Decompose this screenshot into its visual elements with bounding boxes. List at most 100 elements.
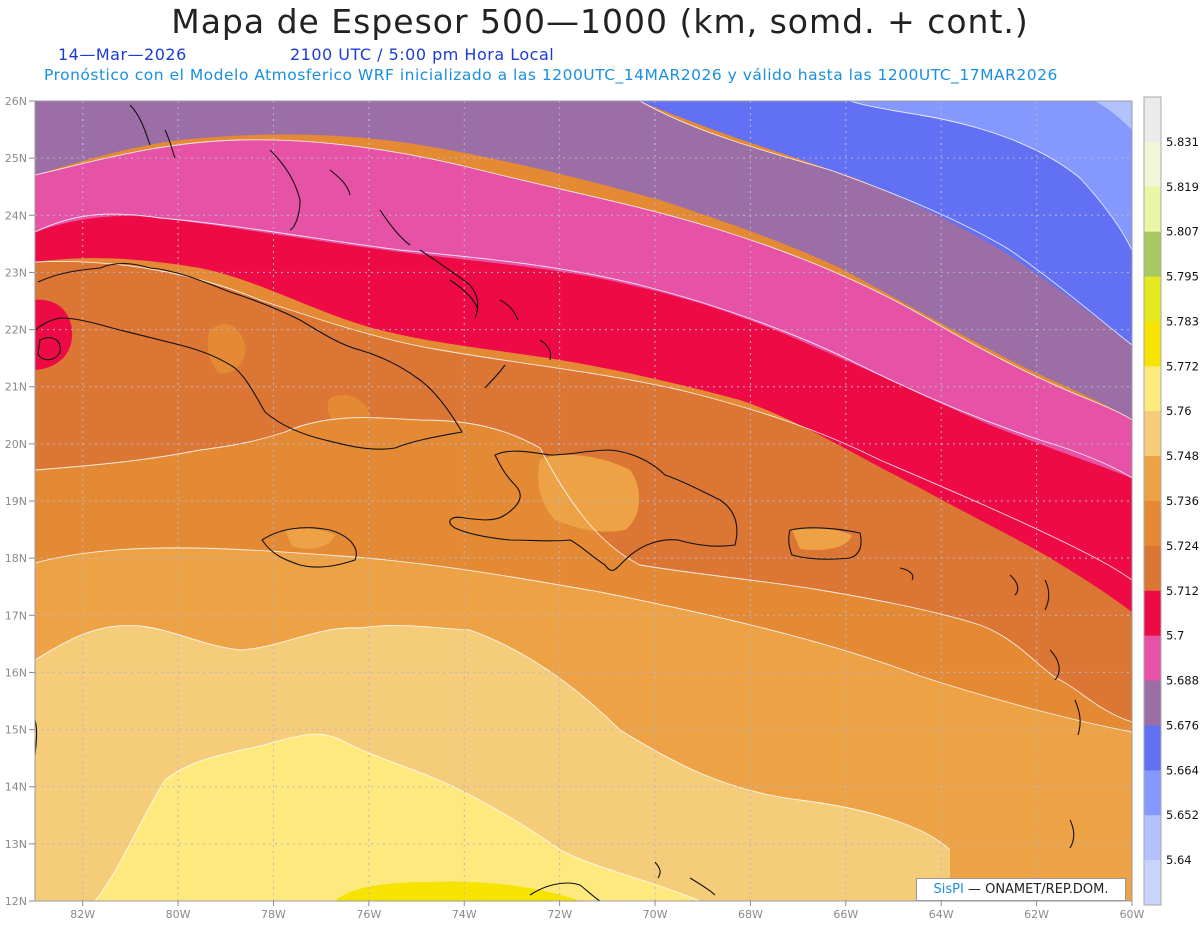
lon-tick-label: 64W [929,908,954,921]
lat-tick-label: 24N [5,209,27,222]
colorbar-label: 5.795 [1166,270,1199,284]
fill-5652-5664 [850,101,1132,250]
fill-5772-5783 [335,881,580,901]
fill-5760-5772 [95,734,700,901]
lat-tick-label: 23N [5,266,27,279]
colorbar-frame [1143,96,1162,906]
colorbar: 5.831 5.819 5.807 5.795 5.783 5.772 5.76 5.748 5… [1143,96,1199,906]
colorbar-swatch [1144,276,1161,322]
model-run-info: Pronóstico con el Modelo Atmosferico WRF… [44,66,1058,84]
lon-tick-label: 74W [452,908,477,921]
fill-5700-5712 [35,213,1132,612]
colorbar-swatch [1144,366,1161,412]
forecast-time: 2100 UTC / 5:00 pm Hora Local [290,45,555,64]
colorbar-label: 5.688 [1166,674,1199,688]
isla-juventud-coast [37,337,61,361]
lat-tick-label: 16N [5,666,27,679]
latitude-labels: 26N 25N 24N 23N 22N 21N 20N 19N 18N 17N 16N 15N 14N 1… [5,95,35,908]
fill-patch-jamaica [285,527,335,549]
fill-patch-hispaniola [538,454,640,532]
thickness-field [35,101,1132,901]
colorbar-label: 5.819 [1166,180,1199,194]
lat-tick-label: 26N [5,95,27,108]
colorbar-swatch [1144,680,1161,726]
colorbar-label: 5.831 [1166,135,1199,149]
puerto-rico-coast [788,527,862,560]
lat-tick-label: 17N [5,609,27,622]
colorbar-swatch [1144,321,1161,367]
lon-tick-label: 82W [70,908,95,921]
lat-tick-label: 25N [5,152,27,165]
lon-tick-label: 78W [261,908,286,921]
colorbar-label: 5.772 [1166,359,1199,373]
colorbar-label: 5.783 [1166,314,1199,328]
colorbar-swatch [1144,141,1161,188]
colorbar-swatch [1144,97,1161,143]
lon-tick-label: 72W [547,908,572,921]
colorbar-label: 5.807 [1166,225,1199,239]
colorbar-label: 5.64 [1166,853,1192,867]
contour-lines [35,101,1132,901]
credit-box: SisPI — ONAMET/REP.DOM. [916,878,1126,901]
lon-tick-label: 66W [833,908,858,921]
lon-tick-label: 62W [1024,908,1049,921]
lon-tick-label: 60W [1120,908,1145,921]
cuba-coast [35,262,463,450]
lat-tick-label: 19N [5,495,27,508]
colorbar-swatch [1144,860,1161,906]
lon-tick-label: 76W [356,908,381,921]
fill-5700-5712-cuba-west [35,299,73,370]
colorbar-swatch [1144,501,1161,547]
forecast-date: 14—Mar—2026 [58,45,187,64]
fill-patch-cuba-east [327,394,370,429]
jamaica-coast [261,527,357,568]
colorbar-swatch [1144,545,1161,592]
fill-5640-5652 [1095,101,1132,130]
colorbar-label: 5.724 [1166,539,1199,553]
lat-tick-label: 22N [5,324,27,337]
colorbar-swatch [1144,635,1161,682]
lat-tick-label: 15N [5,724,27,737]
lesser-antilles-coast [899,567,1081,849]
map-title: Mapa de Espesor 500—1000 (km, somd. + co… [171,2,1029,41]
colorbar-swatch [1144,770,1161,816]
colorbar-label: 5.676 [1166,718,1199,732]
graticule [35,101,1132,901]
lon-tick-label: 70W [643,908,668,921]
fill-patch-cuba [207,324,246,374]
lat-tick-label: 12N [5,895,27,908]
lon-tick-label: 68W [738,908,763,921]
colorbar-swatch [1144,815,1161,861]
colorbar-label: 5.736 [1166,494,1199,508]
lon-tick-label: 80W [166,908,191,921]
colorbar-label: 5.652 [1166,808,1199,822]
lat-tick-label: 18N [5,552,27,565]
colorbar-label: 5.7 [1166,629,1184,643]
fill-5676-5688 [35,101,1132,420]
fill-5688-5700 [35,139,1132,478]
lat-tick-label: 20N [5,438,27,451]
map-frame [34,100,1133,902]
fill-patch-pr [792,527,852,550]
lat-tick-label: 21N [5,381,27,394]
colorbar-label: 5.76 [1166,404,1192,418]
credit-brand: SisPI [933,882,964,897]
colorbar-swatch [1144,186,1161,233]
south-america-coast [529,861,716,901]
colorbar-swatch [1144,411,1161,457]
colorbar-swatch [1144,725,1161,771]
colorbar-label: 5.748 [1166,449,1199,463]
hispaniola-coast [449,449,738,571]
colorbar-label: 5.712 [1166,584,1199,598]
colorbar-label: 5.664 [1166,763,1199,777]
fill-5664-5676 [640,101,1132,345]
credit-text: — ONAMET/REP.DOM. [967,882,1109,897]
colorbar-swatch [1144,590,1161,637]
bahamas-coast [129,104,552,389]
colorbar-swatch [1144,456,1161,502]
longitude-labels: 82W 80W 78W 76W 74W 72W 70W 68W 66W 64W 62W 60W [70,901,1145,921]
lat-tick-label: 13N [5,838,27,851]
colorbar-swatch [1144,231,1161,278]
lat-tick-label: 14N [5,781,27,794]
